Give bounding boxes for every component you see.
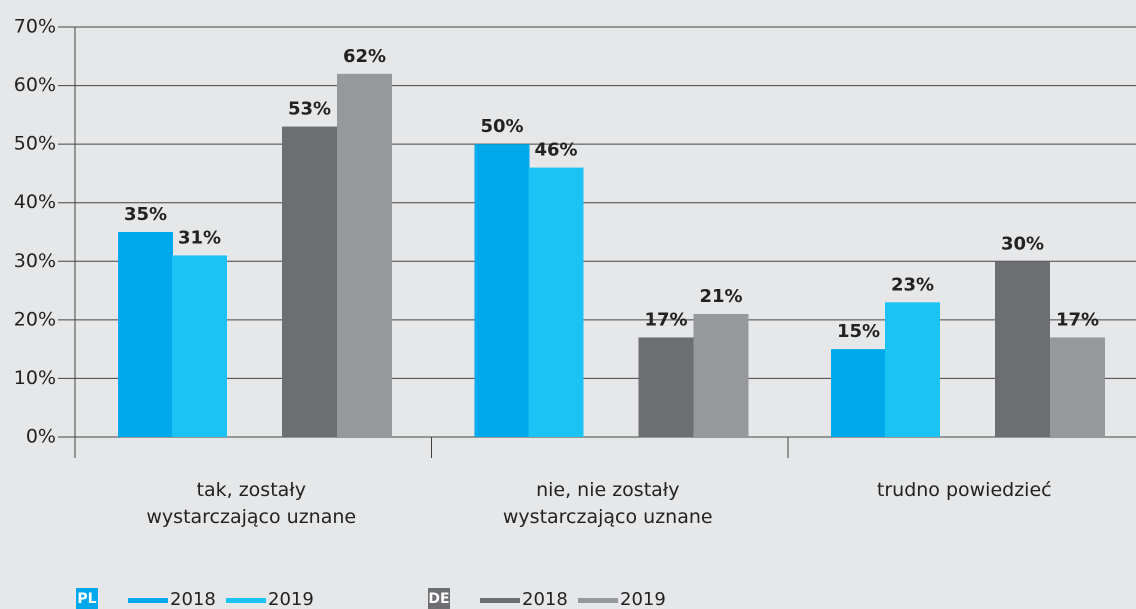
value-label: 62% bbox=[343, 46, 386, 67]
bar bbox=[1050, 337, 1105, 437]
legend-group-label: DE bbox=[428, 591, 449, 607]
value-label: 17% bbox=[1056, 309, 1099, 330]
legend-group-label: PL bbox=[77, 591, 96, 607]
bar bbox=[474, 144, 530, 437]
bar bbox=[693, 314, 749, 437]
bar bbox=[172, 255, 227, 437]
value-label: 21% bbox=[699, 286, 742, 307]
value-label: 30% bbox=[1001, 233, 1044, 254]
bar bbox=[337, 73, 392, 437]
y-tick-label: 0% bbox=[26, 426, 56, 448]
y-tick-label: 20% bbox=[14, 308, 56, 330]
y-tick-label: 10% bbox=[14, 367, 56, 389]
value-label: 17% bbox=[644, 309, 687, 330]
legend-swatch bbox=[578, 598, 618, 603]
value-label: 31% bbox=[178, 227, 221, 248]
legend-group-box bbox=[428, 588, 450, 609]
legend-group-box bbox=[76, 588, 98, 609]
value-label: 46% bbox=[534, 140, 577, 161]
y-tick-label: 40% bbox=[14, 191, 56, 213]
value-label: 53% bbox=[288, 99, 331, 120]
value-label: 35% bbox=[124, 204, 167, 225]
value-label: 23% bbox=[891, 274, 934, 295]
y-tick-label: 70% bbox=[14, 16, 56, 38]
legend-swatch bbox=[226, 598, 266, 603]
legend-swatch bbox=[480, 598, 520, 603]
y-tick-label: 50% bbox=[14, 133, 56, 155]
x-tick-label: nie, nie zostały wystarczająco uznane bbox=[503, 479, 713, 528]
legend-label: 2018 bbox=[522, 589, 568, 609]
bar bbox=[282, 126, 337, 438]
legend-label: 2018 bbox=[170, 589, 216, 609]
x-tick-label: trudno powiedzieć bbox=[877, 479, 1052, 501]
bar bbox=[638, 337, 694, 437]
legend-swatch bbox=[128, 598, 168, 603]
value-label: 50% bbox=[480, 116, 523, 137]
bar bbox=[885, 302, 940, 437]
bar bbox=[118, 232, 173, 437]
bar bbox=[831, 349, 886, 437]
bar bbox=[995, 261, 1050, 437]
legend-label: 2019 bbox=[268, 589, 314, 609]
legend-label: 2019 bbox=[620, 589, 666, 609]
y-tick-label: 60% bbox=[14, 74, 56, 96]
y-tick-label: 30% bbox=[14, 250, 56, 272]
bar bbox=[528, 167, 584, 438]
x-tick-label: tak, zostały wystarczająco uznane bbox=[146, 479, 356, 528]
value-label: 15% bbox=[837, 321, 880, 342]
